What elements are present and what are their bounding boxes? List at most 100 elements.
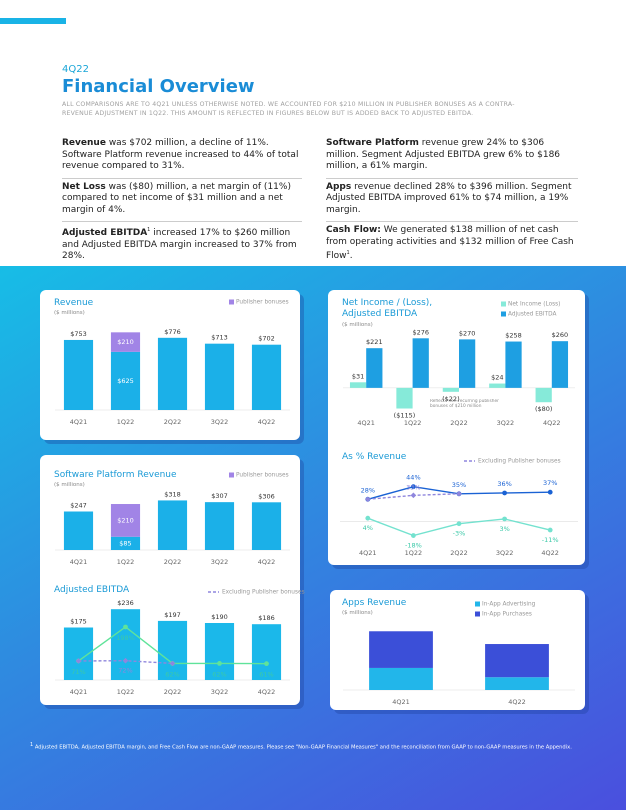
marker — [364, 496, 371, 503]
text: increased 17% to $260 million and Adjust… — [62, 228, 297, 261]
x-tick-label: 4Q21 — [70, 688, 88, 696]
data-label: -3% — [453, 530, 466, 538]
x-tick-label: 3Q22 — [211, 418, 229, 426]
bar — [396, 387, 413, 409]
bar — [366, 348, 383, 388]
bar — [157, 337, 188, 410]
legend-swatch — [229, 472, 234, 478]
legend-label: Net Income (Loss) — [508, 302, 560, 308]
data-label: $190 — [211, 613, 228, 621]
chart-title: As % Revenue — [342, 452, 407, 462]
highlight: Apps revenue declined 28% to $396 millio… — [326, 179, 578, 222]
chart-subtitle: ($ millions) — [342, 322, 373, 328]
legend-label: In-App Advertising — [482, 602, 536, 608]
data-label: 62% — [212, 670, 226, 678]
marker — [410, 492, 417, 499]
data-label: $258 — [505, 332, 522, 340]
data-label: 33% — [406, 483, 420, 491]
bar — [459, 339, 476, 388]
legend-swatch — [475, 601, 480, 607]
data-label: $702 — [258, 335, 275, 343]
data-label: ($22) — [442, 395, 459, 403]
chart-title: Apps Revenue — [342, 598, 407, 608]
marker — [502, 490, 507, 496]
legend-label: Excluding Publisher bonuses — [222, 590, 305, 596]
data-label: 72% — [118, 667, 132, 675]
bar — [505, 341, 522, 388]
annotation-box: Reflects non-recurring publisher bonuses… — [430, 399, 499, 409]
data-label: $625 — [117, 377, 134, 385]
lead: Net Loss — [62, 181, 106, 192]
marker — [502, 516, 507, 522]
bar — [63, 511, 94, 550]
data-label: $31 — [352, 372, 364, 380]
note: 1 — [147, 227, 151, 233]
x-tick-label: 1Q22 — [117, 688, 135, 696]
data-label: $197 — [164, 611, 181, 619]
x-tick-label: 4Q22 — [258, 558, 276, 566]
highlights-left: Revenue was $702 million, a decline of 1… — [62, 135, 302, 268]
bar — [551, 341, 569, 388]
x-tick-label: 2Q22 — [164, 418, 182, 426]
x-tick-label: 4Q21 — [357, 419, 375, 427]
data-label: 35% — [452, 481, 466, 489]
chart-title: Net Income / (Loss), Adjusted EBITDA — [342, 298, 433, 319]
accent-stripe — [0, 18, 66, 24]
note: 1 — [346, 250, 350, 256]
bar — [110, 351, 141, 410]
legend-swatch — [229, 299, 234, 305]
x-tick-label: 4Q22 — [508, 698, 526, 706]
chart-subtitle: ($ millions) — [342, 610, 373, 616]
x-tick-label: 2Q22 — [164, 688, 182, 696]
data-label: $236 — [117, 599, 134, 607]
bar — [110, 504, 141, 537]
marker — [264, 661, 269, 667]
legend-label: Publisher bonuses — [236, 300, 289, 306]
x-tick-label: 2Q22 — [450, 549, 468, 557]
page-title: Financial Overview — [62, 76, 255, 97]
bar — [251, 502, 282, 550]
footnote: 1 Adjusted EBITDA, Adjusted EBITDA margi… — [30, 742, 610, 751]
data-label: $175 — [70, 618, 87, 626]
chart-title: Adjusted EBITDA — [54, 585, 130, 595]
marker — [365, 515, 371, 521]
bar — [349, 382, 367, 388]
bar — [251, 344, 282, 410]
x-tick-label: 3Q22 — [211, 688, 229, 696]
highlights-right: Software Platform revenue grew 24% to $3… — [326, 135, 578, 268]
marker — [456, 490, 462, 497]
data-label: $186 — [258, 614, 275, 622]
bar — [157, 620, 188, 680]
x-tick-label: 2Q22 — [164, 558, 182, 566]
bar — [369, 631, 433, 668]
highlight: Revenue was $702 million, a decline of 1… — [62, 135, 302, 179]
data-label: $270 — [459, 329, 476, 337]
annotation: Reflects non-recurring publisher bonuses… — [430, 399, 499, 409]
x-tick-label: 4Q22 — [258, 418, 276, 426]
chart-title: Software Platform Revenue — [54, 470, 177, 480]
highlight: Software Platform revenue grew 24% to $3… — [326, 135, 578, 179]
x-tick-label: 4Q21 — [70, 418, 88, 426]
data-label: $776 — [164, 328, 181, 336]
data-label: 3% — [499, 525, 509, 533]
bar — [63, 339, 94, 410]
page-subtitle: ALL COMPARISONS ARE TO 4Q21 UNLESS OTHER… — [62, 101, 515, 117]
data-label: 4% — [363, 524, 373, 532]
x-tick-label: 1Q22 — [117, 418, 135, 426]
bar — [110, 332, 141, 352]
bar — [251, 624, 282, 680]
bar — [442, 387, 459, 392]
data-label: $210 — [117, 516, 134, 524]
text: revenue grew 24% to $306 million. Segmen… — [326, 138, 561, 171]
marker — [75, 658, 82, 664]
legend-label: Excluding Publisher bonuses — [478, 459, 561, 465]
data-label: 44% — [406, 474, 420, 482]
x-tick-label: 4Q21 — [359, 549, 377, 557]
marker — [456, 521, 462, 527]
tail: . — [349, 251, 353, 261]
x-tick-label: 1Q22 — [404, 419, 422, 427]
data-label: $221 — [366, 338, 383, 346]
data-label: $210 — [117, 338, 134, 346]
bar — [412, 338, 429, 388]
text: revenue declined 28% to $396 million. Se… — [326, 181, 572, 215]
